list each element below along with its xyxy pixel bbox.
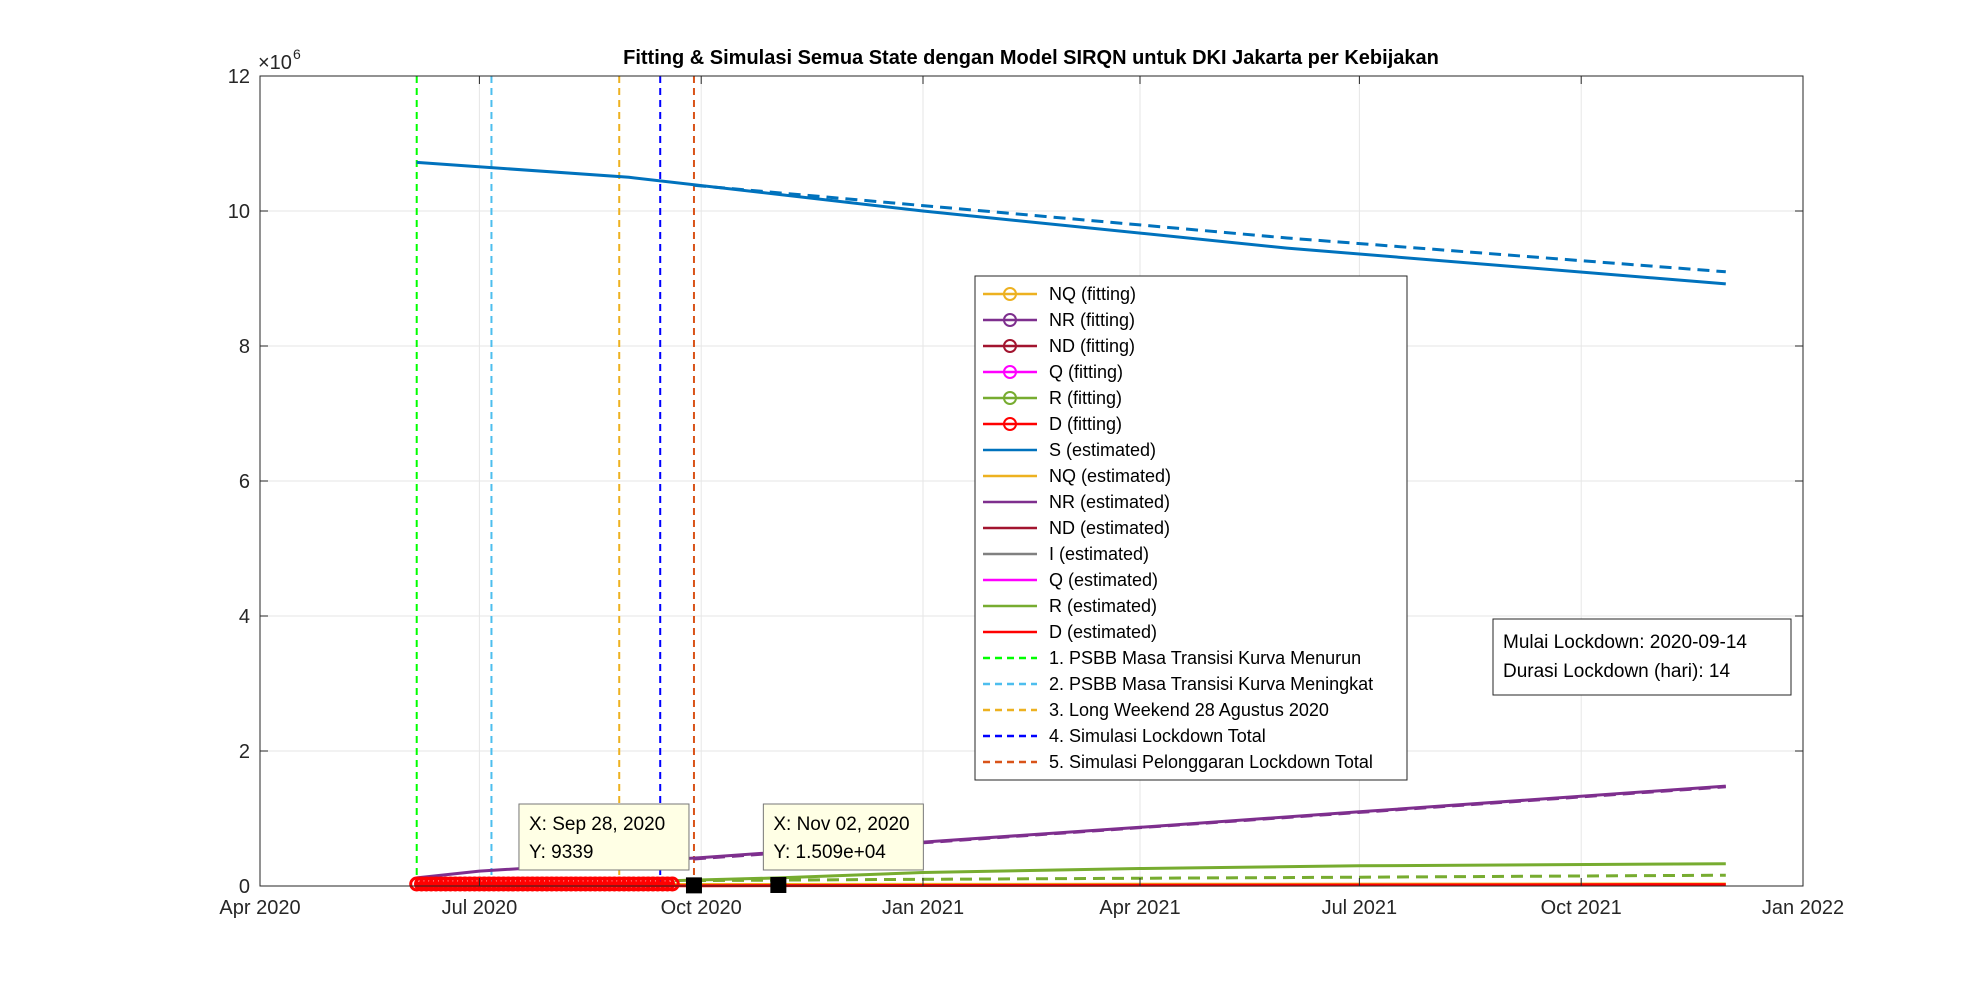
y-exponent: ×10 6 xyxy=(258,46,301,74)
info-box-line2: Durasi Lockdown (hari): 14 xyxy=(1503,661,1730,682)
fitting-markers xyxy=(409,876,680,892)
x-tick-label: Oct 2020 xyxy=(661,897,742,919)
legend-label: S (estimated) xyxy=(1049,440,1156,460)
y-tick-label: 10 xyxy=(228,201,250,223)
x-tick-label: Apr 2020 xyxy=(219,897,300,919)
series-line-4 xyxy=(674,862,1726,883)
legend-marker xyxy=(1003,365,1017,379)
legend-label: R (estimated) xyxy=(1049,596,1157,616)
datatip-point xyxy=(770,876,787,893)
y-exponent-base: ×10 xyxy=(258,52,292,74)
legend-marker xyxy=(1003,339,1017,353)
legend-label: ND (estimated) xyxy=(1049,518,1170,538)
info-box-frame xyxy=(1492,618,1792,696)
x-tick-label: Jan 2022 xyxy=(1762,897,1844,919)
info-box: Mulai Lockdown: 2020-09-14 Durasi Lockdo… xyxy=(1492,618,1792,696)
x-tick-label: Apr 2021 xyxy=(1099,897,1180,919)
legend-label: 3. Long Weekend 28 Agustus 2020 xyxy=(1049,700,1329,720)
legend-label: 2. PSBB Masa Transisi Kurva Meningkat xyxy=(1049,674,1373,694)
x-tick-label: Jul 2021 xyxy=(1322,897,1398,919)
datatip-y: Y: 9339 xyxy=(529,842,593,863)
legend-label: NQ (estimated) xyxy=(1049,466,1171,486)
chart-title: Fitting & Simulasi Semua State dengan Mo… xyxy=(623,47,1439,69)
y-tick-label: 2 xyxy=(239,741,250,763)
x-tick-label: Oct 2021 xyxy=(1541,897,1622,919)
legend-label: 1. PSBB Masa Transisi Kurva Menurun xyxy=(1049,648,1361,668)
legend-label: ND (fitting) xyxy=(1049,336,1135,356)
legend-label: NQ (fitting) xyxy=(1049,284,1136,304)
x-tick-label: Jul 2020 xyxy=(442,897,518,919)
legend-label: Q (estimated) xyxy=(1049,570,1158,590)
legend-frame xyxy=(974,275,1408,781)
datatip-x: X: Nov 02, 2020 xyxy=(773,814,909,835)
y-tick-label: 0 xyxy=(239,876,250,898)
y-exponent-power: 6 xyxy=(293,46,301,62)
datatip-y: Y: 1.509e+04 xyxy=(773,842,886,863)
y-tick-label: 12 xyxy=(228,66,250,88)
datatips: X: Sep 28, 2020 Y: 9339 X: Nov 02, 2020 Y: … xyxy=(518,803,924,894)
legend-label: Q (fitting) xyxy=(1049,362,1123,382)
series-line-1 xyxy=(693,183,1726,274)
policy-lines xyxy=(415,76,695,886)
legend-label: I (estimated) xyxy=(1049,544,1149,564)
y-tick-label: 6 xyxy=(239,471,250,493)
info-box-line1: Mulai Lockdown: 2020-09-14 xyxy=(1503,632,1747,653)
legend-label: NR (estimated) xyxy=(1049,492,1170,512)
legend-marker xyxy=(1003,417,1017,431)
legend-label: 5. Simulasi Pelonggaran Lockdown Total xyxy=(1049,752,1373,772)
legend-label: R (fitting) xyxy=(1049,388,1122,408)
legend-label: D (estimated) xyxy=(1049,622,1157,642)
datatip-point xyxy=(685,877,702,894)
series-line-5 xyxy=(693,873,1726,883)
x-tick-label: Jan 2021 xyxy=(882,897,964,919)
datatip-box xyxy=(762,803,924,871)
y-tick-label: 8 xyxy=(239,336,250,358)
legend-label: NR (fitting) xyxy=(1049,310,1135,330)
legend-marker xyxy=(1003,391,1017,405)
legend: NQ (fitting) NR (fitting) ND (fitting) Q (f… xyxy=(974,275,1408,781)
series-line-0 xyxy=(416,160,1726,286)
legend-marker xyxy=(1003,313,1017,327)
axes: Apr 2020 Jul 2020 Oct 2020 Jan 2021 Apr 2021… xyxy=(219,66,1844,919)
legend-label: D (fitting) xyxy=(1049,414,1122,434)
legend-marker xyxy=(1003,287,1017,301)
y-tick-label: 4 xyxy=(239,606,250,628)
datatip-x: X: Sep 28, 2020 xyxy=(529,814,665,835)
legend-label: 4. Simulasi Lockdown Total xyxy=(1049,726,1266,746)
datatip-box xyxy=(518,803,690,871)
